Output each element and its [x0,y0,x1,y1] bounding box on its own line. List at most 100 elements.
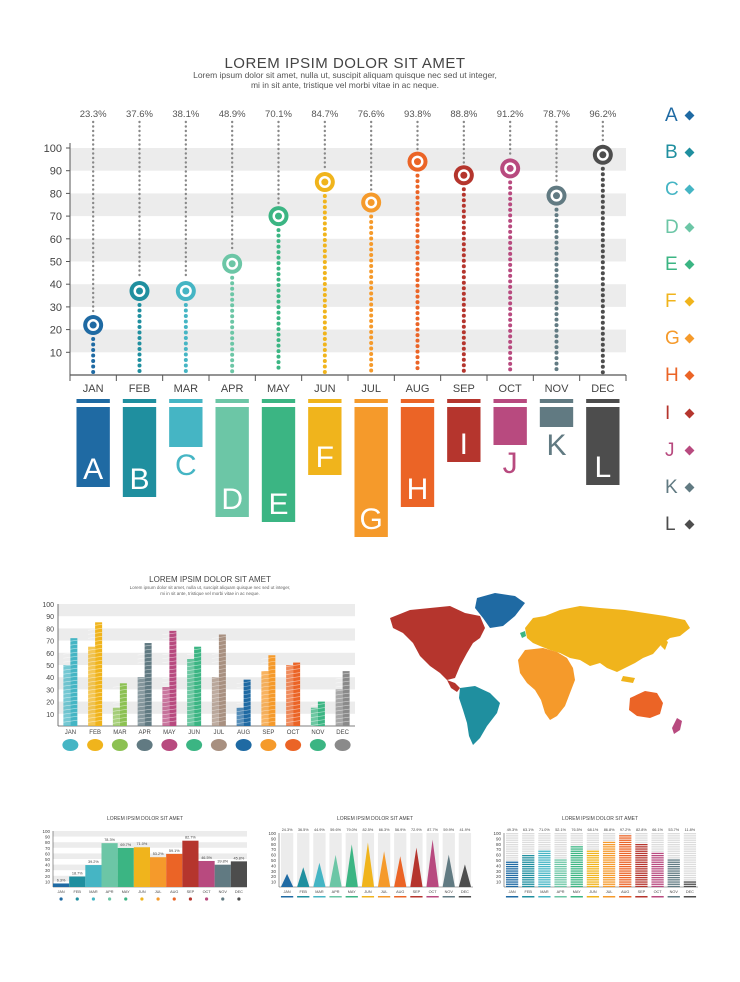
bar-stripe [505,844,519,846]
stem-dot [554,290,559,295]
leader-dot [138,125,141,128]
bar-stripe [602,835,616,837]
bar-hatch [63,691,78,695]
leader-dot [91,305,95,308]
percent-label: 70.1% [265,109,292,120]
lower-bar [586,407,620,485]
bar-stripe [586,833,600,835]
bar-hatch [88,648,103,651]
bar-hatch [137,668,152,672]
stem-dot [276,283,281,288]
x-tick-label: OCT [499,383,523,395]
bar-stripe [651,863,664,866]
leader-dot [138,152,141,155]
leader-dot [184,161,188,164]
bar-stripe [505,846,519,848]
bar-hatch [88,676,103,679]
bar-hatch [88,636,103,639]
bar-series-1 [137,677,145,726]
bar-hatch [88,628,103,631]
bar-series-2 [293,662,301,726]
bar-hatch [261,676,276,680]
bar-hatch [112,701,127,704]
bar-stripe [651,857,664,859]
stem-dot [554,345,559,350]
bar-stripe [554,844,567,846]
stem-dot [461,319,466,324]
legend-diamond-icon [684,408,695,419]
data-label: 6.3% [57,878,66,882]
bar-hatch [63,651,78,655]
lower-bar [354,407,388,537]
x-tick-label: NOV [670,890,679,894]
bar-stripe [554,857,567,859]
stem-dot [600,166,605,171]
stem-dot [91,359,96,364]
bar-stripe [667,852,680,855]
bar-stripe [619,846,632,848]
x-tick-label: DEC [591,383,614,395]
bar-stripe [586,870,600,872]
leader-dot [184,134,188,137]
bar-stripe [554,868,567,870]
bar-hatch [88,632,103,635]
x-tick-label: AUG [237,730,250,736]
bar-hatch [137,652,152,656]
stem-dot [415,206,420,211]
stem-dot [508,323,513,328]
stem-dot [508,246,513,251]
bar-hatch [187,696,202,699]
category-dot-icon [188,897,193,901]
stem-dot [600,210,605,215]
bar-hatch [211,652,226,655]
bar-stripe [538,885,551,888]
marker-center [228,260,236,268]
leader-dot [230,188,234,191]
stem-dot [600,172,605,177]
bar-hatch [236,685,251,688]
bar-stripe [651,835,664,837]
x-tick-label: OCT [203,890,212,894]
stem-dot [508,213,513,218]
bar-stripe [505,855,519,857]
stem-dot [415,234,420,239]
stem-dot [461,313,466,318]
stem-dot [322,353,327,358]
leader-dot [323,138,327,142]
bar-hatch [63,667,78,671]
y-tick-label: 40 [271,863,277,868]
leader-dot [91,269,95,272]
stem-dot [322,221,327,226]
category-underline [586,896,600,898]
bar-hatch [261,720,276,724]
leader-dot [91,273,95,277]
stem-dot [554,317,559,322]
stem-dot [508,218,513,223]
bar-stripe [635,839,648,841]
x-tick-label: JUL [381,890,388,894]
stem-dot [183,341,188,346]
stem-dot [183,363,188,368]
bar-stripe [505,837,519,839]
australia-shape [629,691,663,718]
bar [182,840,199,887]
world-map [390,593,690,745]
category-pill-icon [87,739,104,751]
bar-hatch [187,716,202,719]
leader-dot [138,233,141,236]
y-tick-label: 60 [46,651,54,658]
bar-hatch [187,692,202,695]
leader-dot [138,138,141,142]
bar-hatch [187,672,202,675]
stem-dot [461,198,466,203]
stem-dot [369,241,374,246]
bar-hatch [286,700,301,703]
bar-stripe [602,855,616,857]
stem-dot [508,202,513,207]
leader-dot [184,219,188,223]
leader-dot [184,237,188,241]
stem-dot [369,252,374,257]
stem-dot [137,369,142,374]
bar-hatch [63,643,78,647]
category-underline [442,896,455,898]
